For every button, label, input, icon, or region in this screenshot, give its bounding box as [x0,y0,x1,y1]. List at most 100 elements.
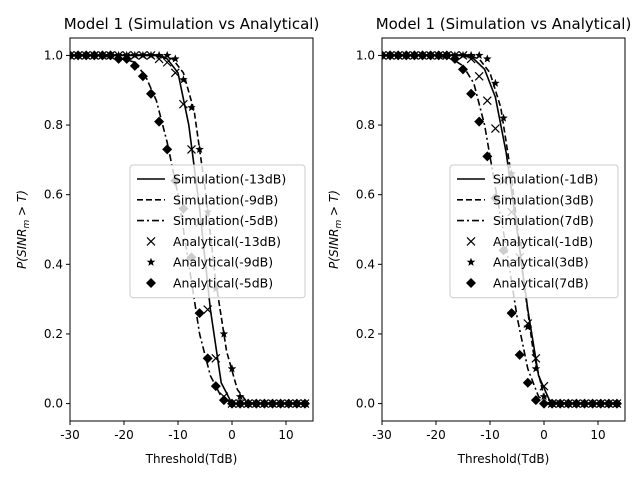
series-5-point [579,398,590,409]
legend-label: Analytical(-5dB) [173,276,273,291]
series-5-point [283,398,294,409]
x-tick-label: -20 [114,428,134,442]
series-3-point [187,144,196,154]
series-5-point [417,50,428,61]
series-5-point [81,50,92,61]
series-4-point [458,50,468,60]
series-5-point [113,53,124,64]
y-tick-label: 0.4 [44,257,63,271]
y-tick-label: 0.6 [356,188,375,202]
legend-label: Analytical(3dB) [493,255,589,270]
chart-panel-left: Model 1 (Simulation vs Analytical) -30 -20… [15,15,319,466]
series-3-point [539,381,549,391]
legend-box [449,164,619,299]
series-3-point [203,305,213,315]
series-4-point [162,50,172,60]
series-5-point [563,398,574,409]
chart-title: Model 1 (Simulation vs Analytical) [64,15,320,33]
series-5-point [146,88,156,99]
series-5-point [275,398,286,409]
x-tick-label: 10 [278,428,293,442]
series-3-point [162,57,172,67]
series-4-point [491,78,500,87]
series-5-point [259,398,270,409]
series-5-point [243,398,254,409]
y-tick-label: 0.0 [44,397,63,411]
series-5-point [514,349,525,360]
series-4-point [187,103,196,112]
series-5-point [235,398,246,409]
series-4-point [539,392,549,401]
series-5-point [506,308,517,319]
series-5-point [210,381,221,392]
series-4-point [195,144,204,154]
series-5-point [267,398,278,409]
x-tick-label: 0 [228,428,236,442]
series-4-point [138,50,148,60]
y-tick-label: 1.0 [44,48,63,62]
legend-label: Simulation(3dB) [493,192,594,207]
y-tick-label: 0.8 [356,118,375,132]
y-axis-label: P(SINRm > T) [15,190,32,269]
legend: Simulation(-1dB) Simulation(3dB) Simulatio… [449,164,619,299]
x-tick-label: -30 [60,428,80,442]
series-4-point [130,50,140,60]
legend-handle [466,236,476,246]
series-4-point [483,54,492,63]
series-5-point [251,398,262,409]
series-5-point [539,398,549,409]
series-3-point [70,50,75,60]
y-tick-label: 1.0 [356,48,375,62]
series-3-point [154,54,164,64]
series-3-point [170,68,180,78]
y-tick-label: 0.2 [356,327,375,341]
x-tick-label: -20 [426,428,446,442]
legend-handle [146,278,156,288]
legend: Simulation(-13dB) Simulation(-9dB) Simulat… [129,164,306,299]
series-5-point [433,50,444,61]
series-5-point [587,398,598,409]
x-axis-label: Threshold(TdB) [145,452,238,466]
series-5-point [218,395,229,406]
series-5-point [129,60,140,71]
series-5-point [202,353,213,364]
legend-handle [146,257,156,266]
series-3-point [531,353,541,363]
legend-label: Analytical(-1dB) [493,234,593,249]
series-5-point [530,395,541,406]
series-5-point [555,398,566,409]
series-5-point [89,50,100,61]
series-5-point [73,50,84,61]
series-4-point [154,50,164,60]
series-4-point [474,50,484,60]
x-tick-label: -30 [372,428,392,442]
series-3-point [211,353,221,363]
series-5-point [121,53,132,64]
legend-handle [466,257,476,266]
series-5-point [70,50,75,61]
y-tick-label: 0.0 [356,397,375,411]
series-5-point [97,50,108,61]
series-5-point [401,50,412,61]
series-4-point [171,54,180,63]
series-5-point [382,50,387,61]
plot-frame [381,37,626,422]
series-5-point [466,88,477,99]
legend-handle [466,278,476,288]
y-tick-label: 0.2 [44,327,63,341]
legend-handle [146,236,156,246]
x-tick-label: 0 [540,428,548,442]
series-3-point [490,124,500,133]
series-5-point [425,50,436,61]
x-axis-label: Threshold(TdB) [457,452,550,466]
series-5-point [603,398,614,409]
series-4-point [523,322,533,331]
series-5-point [194,308,205,319]
series-4-point [531,364,541,373]
series-5-point [571,398,582,409]
series-4-point [146,50,156,60]
series-5-point [409,50,420,61]
series-4-point [179,75,188,84]
legend-label: Simulation(-5dB) [173,213,278,228]
plot-frame [69,37,314,422]
